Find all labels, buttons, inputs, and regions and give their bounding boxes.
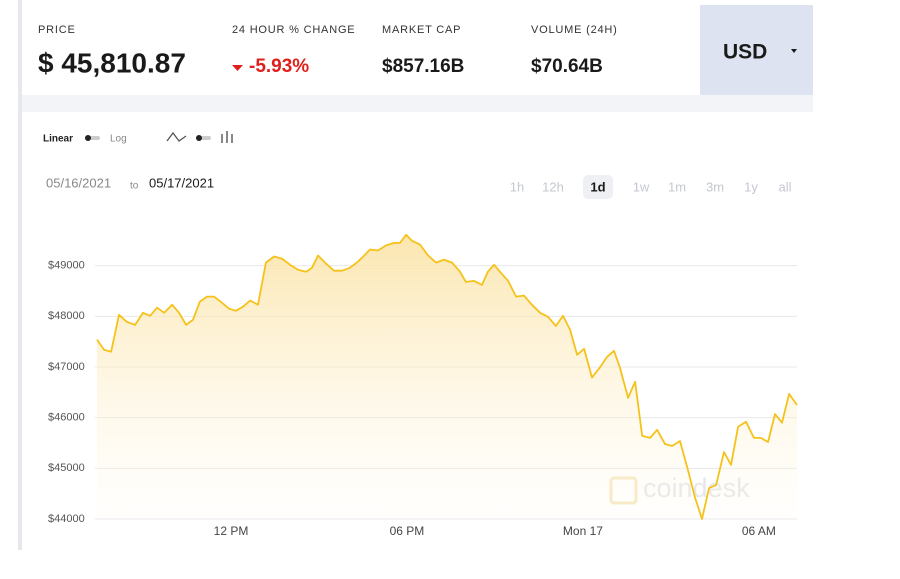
date-sep: to — [130, 181, 139, 192]
x-tick-label: 06 AM — [742, 524, 776, 538]
range-button[interactable]: all — [778, 179, 791, 194]
y-tick-label: $49000 — [48, 260, 85, 272]
log-option[interactable]: Log — [110, 134, 127, 145]
y-tick-label: $48000 — [48, 310, 85, 322]
currency[interactable]: USD — [723, 41, 767, 64]
range-selected-bg[interactable] — [583, 175, 613, 199]
price-area — [97, 234, 797, 520]
y-tick-label: $47000 — [48, 361, 85, 373]
date-to[interactable]: 05/17/2021 — [149, 175, 214, 190]
price-label: PRICE — [38, 24, 76, 36]
range-button[interactable]: 1h — [510, 179, 524, 194]
toggle-knob[interactable] — [85, 135, 91, 141]
market-cap-label: MARKET CAP — [382, 24, 461, 36]
market-cap: $857.16B — [382, 56, 464, 77]
y-tick-label: $46000 — [48, 412, 85, 424]
toggle-knob[interactable] — [196, 135, 202, 141]
range-button[interactable]: 1w — [633, 179, 650, 194]
y-tick-label: $45000 — [48, 462, 85, 474]
left-border — [18, 0, 22, 550]
scale-toggle[interactable] — [85, 135, 100, 141]
y-tick-label: $44000 — [48, 513, 85, 525]
type-toggle[interactable] — [196, 135, 211, 141]
change-arrow — [232, 65, 243, 71]
range-button[interactable]: 1m — [668, 179, 686, 194]
volume: $70.64B — [531, 56, 603, 77]
candle-icon[interactable] — [221, 131, 233, 143]
volume-label: VOLUME (24H) — [531, 24, 618, 36]
x-tick-label: 06 PM — [390, 524, 425, 538]
range-button[interactable]: 1y — [744, 179, 758, 194]
price: $ 45,810.87 — [38, 47, 186, 78]
price-line — [96, 233, 798, 520]
x-tick-label: 12 PM — [214, 524, 249, 538]
change-label: 24 HOUR % CHANGE — [232, 24, 355, 36]
date-from[interactable]: 05/16/2021 — [46, 175, 111, 190]
line-icon[interactable] — [166, 131, 187, 142]
change: -5.93% — [249, 56, 309, 77]
range-button[interactable]: 3m — [706, 179, 724, 194]
x-tick-label: Mon 17 — [563, 524, 603, 538]
divider-strip — [22, 95, 813, 112]
range-button[interactable]: 1d — [590, 179, 605, 194]
linear-option[interactable]: Linear — [43, 134, 73, 145]
currency-caret[interactable] — [791, 49, 797, 53]
range-button[interactable]: 12h — [542, 179, 564, 194]
